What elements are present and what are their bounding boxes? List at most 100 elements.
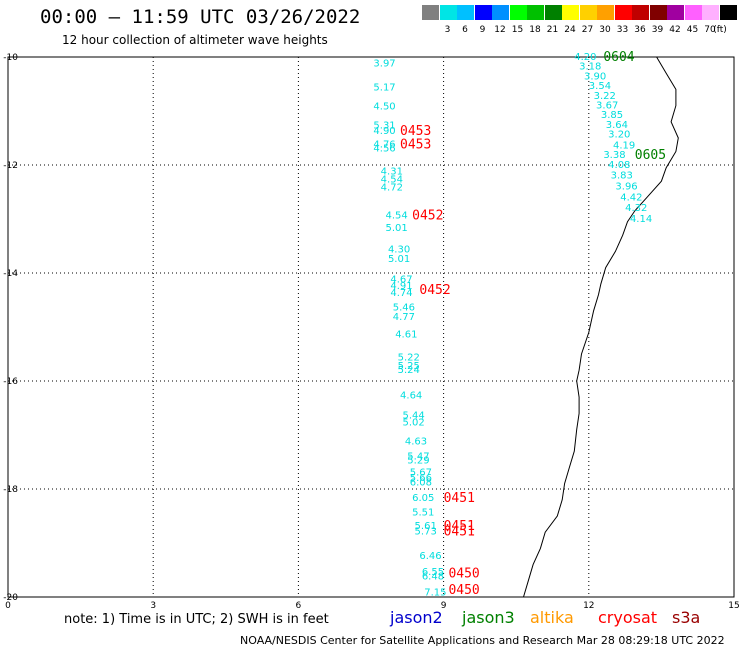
x-tick-label: 12 [583,601,594,611]
colorbar-tick-label: 21 [546,25,559,35]
wave-height-label: 4.67 [390,274,412,285]
colorbar-tick-label: 36 [634,25,646,35]
wave-height-label: 5.44 [402,410,424,421]
colorbar-swatch [719,5,737,20]
colorbar-tick-label: 18 [529,25,541,35]
wave-height-label: 5.29 [407,455,429,466]
colorbar-tick-label: 42 [669,25,681,35]
pass-time-label: 0450 [448,583,479,598]
wave-height-label: 4.42 [620,192,642,203]
colorbar-swatch [649,5,667,20]
wave-height-label: 5.47 [407,452,429,463]
colorbar-swatch [474,5,492,20]
wave-height-label: 4.56 [373,144,395,155]
wave-height-label: 3.90 [584,71,606,82]
pass-time-label: 0604 [603,50,634,65]
wave-height-label: 4.32 [625,203,647,214]
wave-height-label: 3.20 [608,130,630,141]
wave-height-label: 4.63 [405,436,427,447]
satellite-legend-s3a: s3a [672,608,701,627]
colorbar-swatch [614,5,632,20]
wave-height-label: 5.01 [388,254,410,265]
wave-height-label: 5.17 [373,83,395,94]
y-tick-label: -12 [3,161,18,171]
wave-height-label: 6.46 [419,551,441,562]
wave-height-label: 5.67 [410,468,432,479]
wave-height-label: 5.51 [412,508,434,519]
pass-time-label: 0453 [400,124,431,139]
pass-time-label: 0450 [448,567,479,582]
colorbar-tick-label: 12 [494,25,506,35]
wave-height-label: 4.64 [400,391,422,402]
satellite-legend-cryosat: cryosat [598,608,658,627]
wave-height-label: 4.74 [390,288,412,299]
wave-height-label: 4.50 [373,102,395,113]
pass-time-label: 0452 [419,283,450,298]
pass-time-label: 0453 [400,137,431,152]
wave-height-label: 5.24 [398,365,420,376]
wave-height-label: 5.61 [415,521,437,532]
colorbar-swatch [457,5,474,20]
wave-height-label: 4.90 [373,126,395,137]
wave-height-label: 3.97 [373,58,395,69]
wave-height-label: 3.22 [594,91,616,102]
colorbar-tick-label: 27 [581,25,594,35]
colorbar-swatch [597,5,614,20]
wave-height-label: 4.77 [393,312,415,323]
x-tick-label: 3 [150,601,156,611]
wave-height-label: 3.38 [603,150,625,161]
y-tick-label: -20 [3,593,18,603]
wave-height-label: 6.55 [422,567,444,578]
colorbar-swatch [439,5,457,20]
wave-height-label: 6.05 [412,493,434,504]
colorbar-swatch [632,5,649,20]
y-tick-label: -14 [3,269,18,279]
wave-height-label: 5.02 [402,418,424,429]
wave-height-label: 5.25 [398,361,420,372]
wave-height-label: 5.73 [415,527,437,538]
satellite-legend-jason2: jason2 [390,608,443,627]
colorbar-unit-label: (ft) [713,25,727,35]
colorbar-swatch [684,5,702,20]
wave-height-label: 3.18 [579,62,601,73]
y-tick-label: -10 [3,53,18,63]
satellite-legend-altika: altika [530,608,574,627]
chart-title: 00:00 – 11:59 UTC 03/26/2022 [40,6,361,28]
pass-time-label: 0451 [444,491,475,506]
y-tick-label: -18 [3,485,18,495]
credit-line: NOAA/NESDIS Center for Satellite Applica… [240,634,725,647]
pass-time-label: 0451 [444,525,475,540]
colorbar-swatch [492,5,509,20]
satellite-legend-jason3: jason3 [462,608,515,627]
colorbar-tick-label: 15 [511,25,524,35]
wave-height-label: 6.08 [410,477,432,488]
map-frame [7,56,735,598]
wave-height-label: 5.01 [386,223,408,234]
wave-height-label: 4.20 [574,52,596,63]
x-tick-label: 0 [5,601,11,611]
wave-height-label: 4.72 [381,183,403,194]
pass-time-label: 0451 [444,519,475,534]
colorbar-tick-label: 70 [704,25,716,35]
wave-height-label: 3.64 [606,120,628,131]
wave-height-label: 3.83 [611,171,633,182]
chart-subtitle: 12 hour collection of altimeter wave hei… [62,33,328,47]
wave-height-label: 4.19 [613,140,635,151]
wave-height-label: 5.66 [410,473,432,484]
colorbar-swatch [422,5,439,20]
wave-height-label: 3.96 [615,182,637,193]
wave-height-label: 4.91 [390,281,412,292]
colorbar-tick-label: 9 [479,25,486,35]
wave-height-label: 4.54 [386,211,408,222]
wave-height-label: 3.67 [596,101,618,112]
x-tick-label: 6 [296,601,302,611]
colorbar-swatch [562,5,579,20]
wave-height-label: 4.30 [388,245,410,256]
colorbar-swatch [544,5,562,20]
colorbar-swatch [527,5,544,20]
colorbar-tick-label: 30 [599,25,611,35]
wave-height-label: 7.15 [424,588,446,599]
colorbar-swatch [667,5,684,20]
wave-height-label: 4.14 [630,214,652,225]
